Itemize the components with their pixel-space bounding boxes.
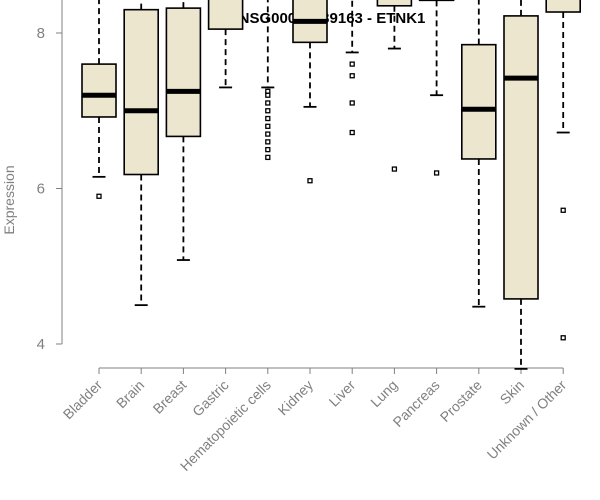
box-prostate xyxy=(460,43,497,160)
y-tick-label-6: 6 xyxy=(37,181,45,198)
outlier-liver-1 xyxy=(349,100,355,106)
x-tick-label-bladder: Bladder xyxy=(60,377,106,423)
box-group-brain xyxy=(123,0,159,307)
box-bladder xyxy=(81,63,117,118)
box-group-kidney xyxy=(292,0,328,184)
box-group-skin xyxy=(503,0,539,370)
outlier-hematopoietic-cells-5 xyxy=(265,115,271,122)
box-series xyxy=(81,0,582,370)
box-group-prostate xyxy=(460,0,497,308)
box-group-gastric xyxy=(207,0,244,89)
box-lung xyxy=(376,0,413,7)
outlier-bladder-0 xyxy=(96,193,102,199)
outlier-hematopoietic-cells-0 xyxy=(265,154,271,161)
x-tick-label-kidney: Kidney xyxy=(275,377,317,419)
outlier-liver-2 xyxy=(349,73,355,79)
outlier-hematopoietic-cells-9 xyxy=(265,88,271,94)
outlier-hematopoietic-cells-6 xyxy=(265,108,271,114)
outlier-hematopoietic-cells-3 xyxy=(265,131,271,137)
box-brain xyxy=(123,8,159,176)
box-group-hematopoietic-cells xyxy=(261,0,275,161)
box-gastric xyxy=(207,0,244,30)
x-tick-label-brain: Brain xyxy=(113,377,147,411)
box-unknown-other xyxy=(545,0,582,13)
outlier-hematopoietic-cells-2 xyxy=(265,139,271,145)
box-group-lung xyxy=(376,0,413,172)
outlier-unknown-other-1 xyxy=(560,207,566,213)
box-group-pancreas xyxy=(418,0,455,176)
outlier-hematopoietic-cells-4 xyxy=(265,123,271,129)
box-group-liver xyxy=(345,0,359,136)
x-tick-label-pancreas: Pancreas xyxy=(390,377,443,430)
y-axis: 4681012 xyxy=(37,0,63,353)
outlier-liver-0 xyxy=(349,129,355,136)
x-tick-label-prostate: Prostate xyxy=(437,377,485,425)
x-tick-label-skin: Skin xyxy=(497,377,528,408)
x-tick-label-lung: Lung xyxy=(367,377,400,410)
y-axis-label: Expression xyxy=(1,165,17,234)
outlier-hematopoietic-cells-1 xyxy=(265,146,271,153)
y-tick-label-8: 8 xyxy=(37,25,45,42)
box-skin xyxy=(503,15,539,300)
x-tick-label-breast: Breast xyxy=(150,377,190,417)
outlier-kidney-0 xyxy=(307,178,313,184)
outlier-pancreas-0 xyxy=(433,170,440,176)
x-tick-label-liver: Liver xyxy=(326,377,359,410)
y-tick-label-4: 4 xyxy=(37,336,45,353)
box-group-bladder xyxy=(81,0,117,199)
x-tick-label-unknown-other: Unknown / Other xyxy=(484,377,570,463)
outlier-lung-0 xyxy=(391,166,398,172)
outlier-hematopoietic-cells-7 xyxy=(265,100,271,106)
box-breast xyxy=(165,7,202,138)
outlier-unknown-other-0 xyxy=(560,335,566,341)
outlier-liver-3 xyxy=(349,61,355,67)
box-group-unknown-other xyxy=(545,0,582,341)
box-group-breast xyxy=(165,0,202,261)
